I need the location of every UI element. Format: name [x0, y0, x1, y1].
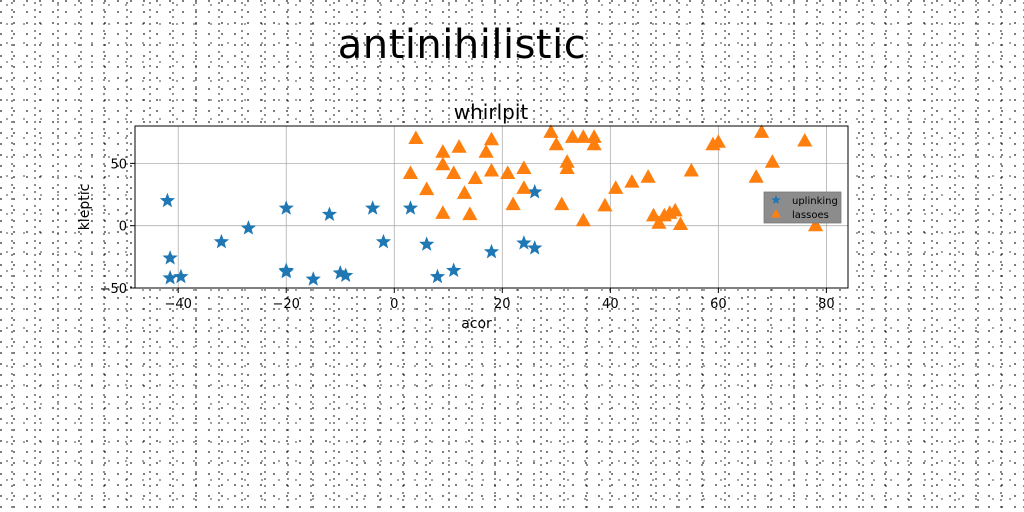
star-point [305, 271, 321, 286]
triangle-point [764, 154, 780, 168]
triangle-point [456, 185, 473, 199]
x-tick-label: 60 [710, 297, 727, 312]
triangle-point [575, 212, 591, 227]
star-point [402, 200, 419, 215]
triangle-point [543, 124, 559, 138]
triangle-point [748, 169, 764, 183]
triangle-point [402, 165, 419, 179]
triangle-point [797, 132, 813, 147]
x-axis-label: acor [461, 316, 492, 332]
triangle-point [753, 124, 770, 138]
star-point [429, 268, 446, 284]
triangle-point [624, 174, 640, 188]
triangle-point [408, 130, 424, 145]
y-tick-label: 50 [110, 157, 127, 172]
triangle-point [586, 129, 602, 143]
triangle-point [505, 196, 521, 211]
y-axis-label: kleptic [77, 184, 93, 231]
x-tick-label: 20 [494, 297, 511, 312]
star-point [240, 220, 257, 235]
legend-box [763, 191, 842, 224]
star-point [483, 243, 500, 259]
triangle-point [554, 196, 570, 211]
chart-title: whirlpit [454, 100, 529, 124]
triangle-point [462, 206, 478, 221]
triangle-point [516, 160, 532, 174]
legend-triangle-icon [771, 209, 781, 218]
star-point [278, 263, 294, 279]
y-tick-label: −50 [100, 282, 127, 297]
triangle-point [564, 129, 581, 143]
page-title: antinihilistic [337, 22, 587, 68]
x-tick-label: 40 [602, 297, 619, 312]
triangle-point [419, 181, 435, 196]
star-point [213, 233, 230, 249]
star-point [516, 235, 532, 250]
triangle-point [683, 162, 699, 177]
star-point [332, 265, 348, 280]
triangle-point [451, 139, 467, 153]
legend-label: uplinking [792, 196, 838, 207]
star-point [375, 233, 392, 249]
triangle-point [807, 217, 824, 232]
triangle-point [575, 129, 591, 143]
star-point [365, 200, 381, 215]
legend: uplinking lassoes [763, 191, 842, 224]
plot-background [135, 126, 848, 288]
triangle-point [559, 154, 575, 168]
triangle-point [467, 170, 483, 184]
star-point [446, 262, 462, 278]
triangle-point [586, 136, 602, 151]
star-point [419, 236, 435, 251]
series-lassoes [402, 124, 824, 232]
star-point [527, 184, 543, 199]
triangle-point [548, 136, 564, 151]
star-point [162, 270, 178, 285]
triangle-point [435, 205, 451, 219]
legend-star-icon [771, 195, 781, 205]
plot-frame [134, 125, 849, 289]
triangle-point [516, 180, 532, 194]
triangle-point [435, 144, 451, 158]
triangle-point [435, 156, 451, 171]
legend-label: lassoes [792, 210, 829, 221]
triangle-point [483, 162, 500, 177]
triangle-point [446, 165, 462, 179]
star-point [159, 192, 176, 208]
x-tick-label: −20 [273, 297, 300, 312]
triangle-point [667, 202, 683, 217]
triangle-point [645, 207, 662, 222]
star-point [173, 268, 189, 284]
star-point [338, 267, 354, 283]
triangle-point [608, 180, 624, 194]
star-point [321, 206, 338, 221]
triangle-point [483, 131, 500, 146]
x-tick-label: −40 [164, 297, 191, 312]
triangle-point [500, 165, 516, 179]
x-tick-label: 80 [818, 297, 835, 312]
triangle-point [710, 134, 726, 148]
x-tick-label: 0 [390, 297, 398, 312]
star-point [162, 250, 178, 265]
star-point [278, 200, 294, 215]
triangle-point [672, 216, 689, 231]
series-uplinking [159, 184, 543, 286]
triangle-point [597, 197, 613, 212]
y-tick-label: 0 [119, 220, 127, 235]
triangle-point [640, 169, 656, 183]
star-point [527, 240, 543, 255]
triangle-point [478, 144, 494, 158]
triangle-point [651, 215, 667, 229]
